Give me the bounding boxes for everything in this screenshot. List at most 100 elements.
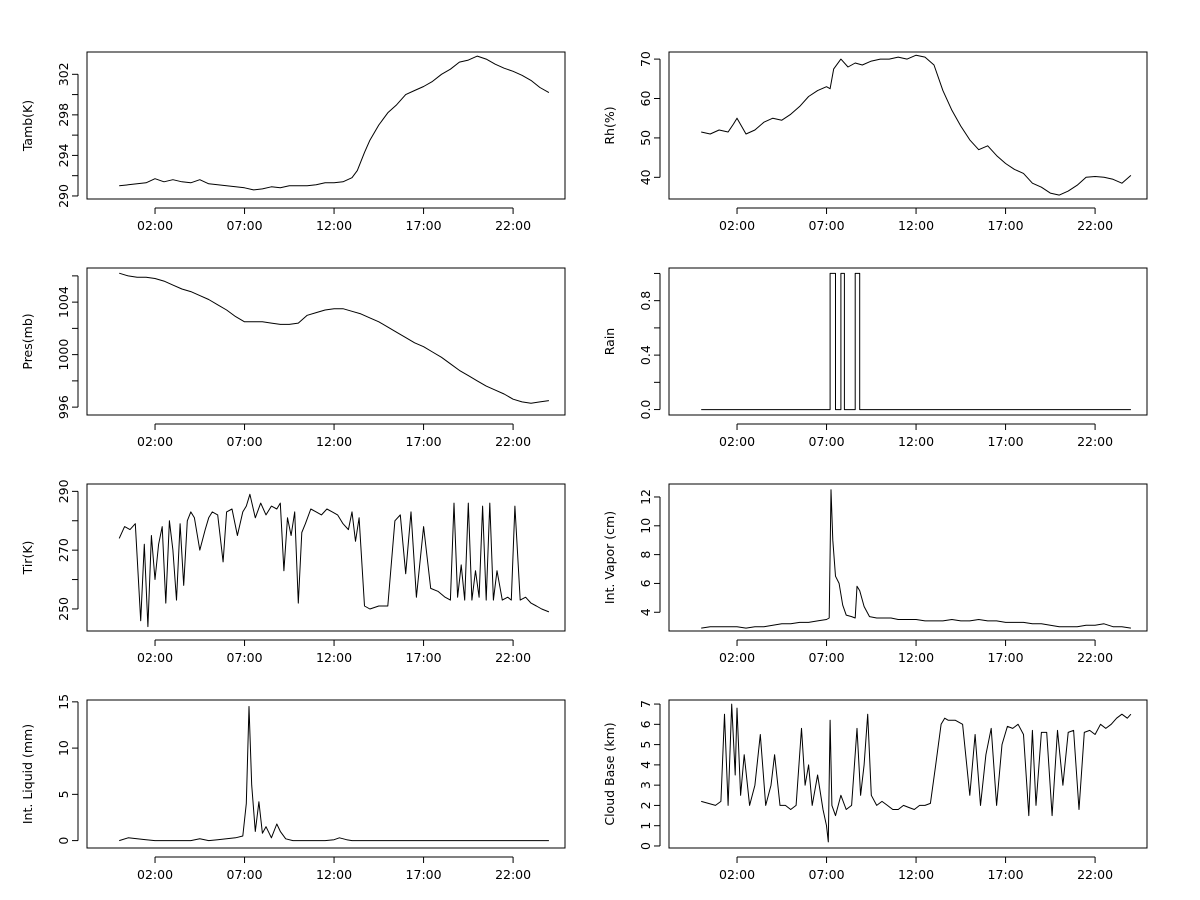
y-tick-label: 5 [638, 741, 653, 749]
plot-frame [668, 483, 1148, 632]
y-tick-label: 10 [56, 740, 71, 756]
chart-panel-7: 02:00 07:00 12:00 17:00 22:00 0 5 10 15 Int. Liqu… [20, 694, 566, 882]
y-tick-label: 1 [638, 822, 653, 830]
y-tick-label: 6 [638, 579, 653, 587]
x-tick-label: 02:00 [719, 867, 755, 882]
chart-panel-3: 02:00 07:00 12:00 17:00 22:00 996 1000 1004 Pres… [20, 267, 566, 449]
y-tick-label: 1004 [56, 286, 71, 318]
y-axis-title: Rain [602, 328, 617, 355]
x-tick-label: 12:00 [898, 867, 934, 882]
x-tick-label: 07:00 [227, 650, 263, 665]
x-tick-label: 22:00 [1077, 650, 1113, 665]
y-axis-title: Tamb(K) [20, 100, 35, 152]
y-tick-label: 50 [638, 130, 653, 146]
y-tick-label: 2 [638, 801, 653, 809]
x-tick-label: 12:00 [898, 218, 934, 233]
x-tick-label: 12:00 [316, 218, 352, 233]
y-tick-label: 298 [56, 103, 71, 127]
x-tick-label: 17:00 [406, 650, 442, 665]
series-line [119, 55, 550, 191]
y-axis-title: Rh(%) [602, 106, 617, 144]
x-tick-label: 17:00 [988, 434, 1024, 449]
y-tick-label: 250 [56, 597, 71, 621]
chart-panel-2: 02:00 07:00 12:00 17:00 22:00 40 50 60 70 Rh(%) [602, 51, 1148, 233]
y-tick-label: 290 [56, 184, 71, 208]
chart-panel-5: 02:00 07:00 12:00 17:00 22:00 250 270 290 Tir(K) [20, 479, 566, 665]
series-line [701, 489, 1131, 629]
series-line [119, 706, 549, 842]
x-tick-label: 02:00 [719, 650, 755, 665]
x-tick-label: 12:00 [316, 867, 352, 882]
y-tick-label: 70 [638, 51, 653, 67]
y-axis-title: Cloud Base (km) [602, 722, 617, 825]
y-axis-title: Int. Liquid (mm) [20, 724, 35, 824]
y-tick-label: 294 [56, 143, 71, 167]
y-tick-label: 15 [56, 694, 71, 710]
y-tick-label: 270 [56, 538, 71, 562]
x-tick-label: 17:00 [988, 867, 1024, 882]
x-tick-label: 12:00 [898, 434, 934, 449]
chart-panel-6: 02:00 07:00 12:00 17:00 22:00 4 6 8 10 12 Int. Vap… [602, 483, 1148, 665]
y-tick-label: 8 [638, 551, 653, 559]
x-tick-label: 12:00 [316, 434, 352, 449]
series-line [701, 703, 1132, 843]
x-tick-label: 22:00 [1077, 218, 1113, 233]
x-tick-label: 22:00 [495, 218, 531, 233]
x-tick-label: 02:00 [137, 434, 173, 449]
chart-panel-4: 02:00 07:00 12:00 17:00 22:00 0.0 0.4 0.8 Rain [602, 267, 1148, 449]
x-tick-label: 17:00 [406, 434, 442, 449]
y-tick-label: 0 [638, 842, 653, 850]
x-tick-label: 02:00 [137, 218, 173, 233]
x-tick-label: 02:00 [719, 434, 755, 449]
x-tick-label: 07:00 [227, 434, 263, 449]
x-tick-label: 22:00 [495, 434, 531, 449]
y-tick-label: 290 [56, 479, 71, 503]
x-tick-label: 17:00 [988, 218, 1024, 233]
chart-panel-1: 02:00 07:00 12:00 17:00 22:00 290 294 298 302 Tam… [20, 51, 566, 233]
y-tick-label: 40 [638, 169, 653, 185]
x-tick-label: 02:00 [137, 867, 173, 882]
y-tick-label: 3 [638, 781, 653, 789]
y-tick-label: 4 [638, 761, 653, 769]
y-tick-label: 7 [638, 700, 653, 708]
x-tick-label: 02:00 [719, 218, 755, 233]
x-tick-label: 17:00 [988, 650, 1024, 665]
plot-frame [668, 51, 1148, 200]
y-tick-label: 6 [638, 720, 653, 728]
y-tick-label: 5 [56, 790, 71, 798]
x-tick-label: 07:00 [227, 867, 263, 882]
x-tick-label: 07:00 [809, 867, 845, 882]
y-tick-label: 0.8 [638, 291, 653, 311]
x-tick-label: 22:00 [1077, 867, 1113, 882]
series-line [119, 272, 549, 404]
series-line [118, 493, 550, 628]
plot-frame [86, 267, 566, 416]
x-tick-label: 22:00 [495, 867, 531, 882]
x-tick-label: 22:00 [495, 650, 531, 665]
plot-frame [668, 699, 1148, 849]
series-line [701, 272, 1131, 411]
x-tick-label: 22:00 [1077, 434, 1113, 449]
series-line [701, 54, 1132, 196]
x-tick-label: 07:00 [809, 218, 845, 233]
y-tick-label: 302 [56, 62, 71, 86]
x-tick-label: 17:00 [406, 867, 442, 882]
y-tick-label: 0.0 [638, 400, 653, 420]
plot-frame [668, 267, 1148, 416]
x-tick-label: 12:00 [898, 650, 934, 665]
y-tick-label: 1000 [56, 339, 71, 371]
y-axis-title: Pres(mb) [20, 313, 35, 369]
plot-frame [86, 51, 566, 200]
y-tick-label: 60 [638, 91, 653, 107]
x-tick-label: 12:00 [316, 650, 352, 665]
x-tick-label: 02:00 [137, 650, 173, 665]
x-tick-label: 07:00 [809, 650, 845, 665]
y-axis-title: Int. Vapor (cm) [602, 511, 617, 604]
y-tick-label: 996 [56, 395, 71, 419]
y-tick-label: 12 [638, 489, 653, 505]
plot-frame [86, 483, 566, 632]
y-axis-title: Tir(K) [20, 541, 35, 576]
x-tick-label: 07:00 [809, 434, 845, 449]
y-tick-label: 0 [56, 837, 71, 845]
